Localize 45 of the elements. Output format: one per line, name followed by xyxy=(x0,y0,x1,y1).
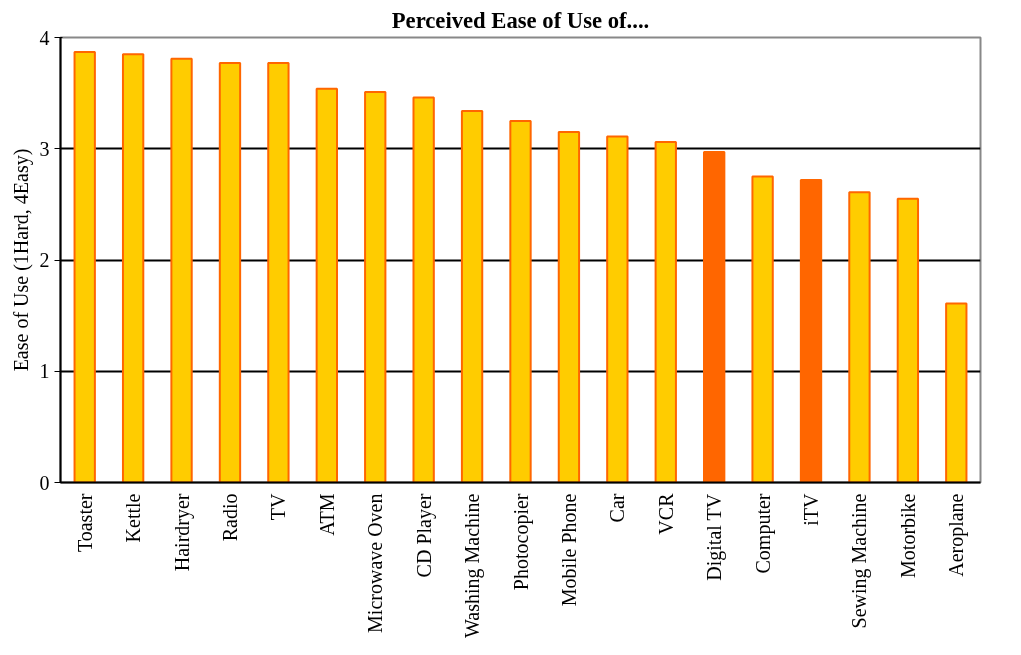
x-tick-label: Mobile Phone xyxy=(557,493,580,607)
y-tick-label: 3 xyxy=(39,137,50,160)
bar xyxy=(364,91,387,483)
bar xyxy=(606,135,629,483)
bar xyxy=(315,87,338,483)
y-tick-label: 0 xyxy=(39,471,50,494)
bar xyxy=(121,53,145,483)
bar xyxy=(267,62,290,483)
x-tick-label: Car xyxy=(606,493,629,523)
x-tick-label: Motorbike xyxy=(896,493,919,578)
x-tick-label: Hairdryer xyxy=(170,493,194,572)
bar xyxy=(654,141,677,483)
x-tick-label: Photocopier xyxy=(509,493,533,591)
bar xyxy=(73,50,96,483)
x-tick-label: ATM xyxy=(315,493,338,536)
bar xyxy=(703,151,726,483)
x-tick-label: Toaster xyxy=(73,493,96,553)
bar xyxy=(412,96,435,483)
x-tick-label: Microwave Oven xyxy=(364,493,387,633)
bar xyxy=(218,62,242,483)
bar xyxy=(799,178,823,483)
x-tick-label: iTV xyxy=(800,492,823,526)
x-tick-label: TV xyxy=(267,492,290,521)
x-tick-label: Washing Machine xyxy=(461,493,485,638)
y-axis-title: Ease of Use (1Hard, 4Easy) xyxy=(9,148,33,372)
x-tick-label: CD Player xyxy=(412,493,436,578)
bar xyxy=(509,119,532,483)
x-tick-label: Computer xyxy=(751,493,775,574)
bar xyxy=(557,131,581,483)
x-tick-label: Sewing Machine xyxy=(848,493,872,629)
bar xyxy=(460,109,484,483)
x-tick-label: VCR xyxy=(654,492,677,535)
bar xyxy=(751,175,774,483)
y-tick-label: 1 xyxy=(39,360,50,383)
x-tick-label: Digital TV xyxy=(703,493,727,581)
x-tick-label: Kettle xyxy=(122,493,145,543)
bar xyxy=(896,197,920,483)
x-tick-label: Radio xyxy=(218,493,241,542)
x-tick-label: Aeroplane xyxy=(945,493,969,577)
y-tick-label: 2 xyxy=(39,249,50,271)
bar xyxy=(848,191,871,483)
bar xyxy=(170,57,193,483)
bar xyxy=(945,302,968,483)
chart-title: Perceived Ease of Use of.... xyxy=(391,7,650,33)
y-tick-label: 4 xyxy=(39,26,50,49)
